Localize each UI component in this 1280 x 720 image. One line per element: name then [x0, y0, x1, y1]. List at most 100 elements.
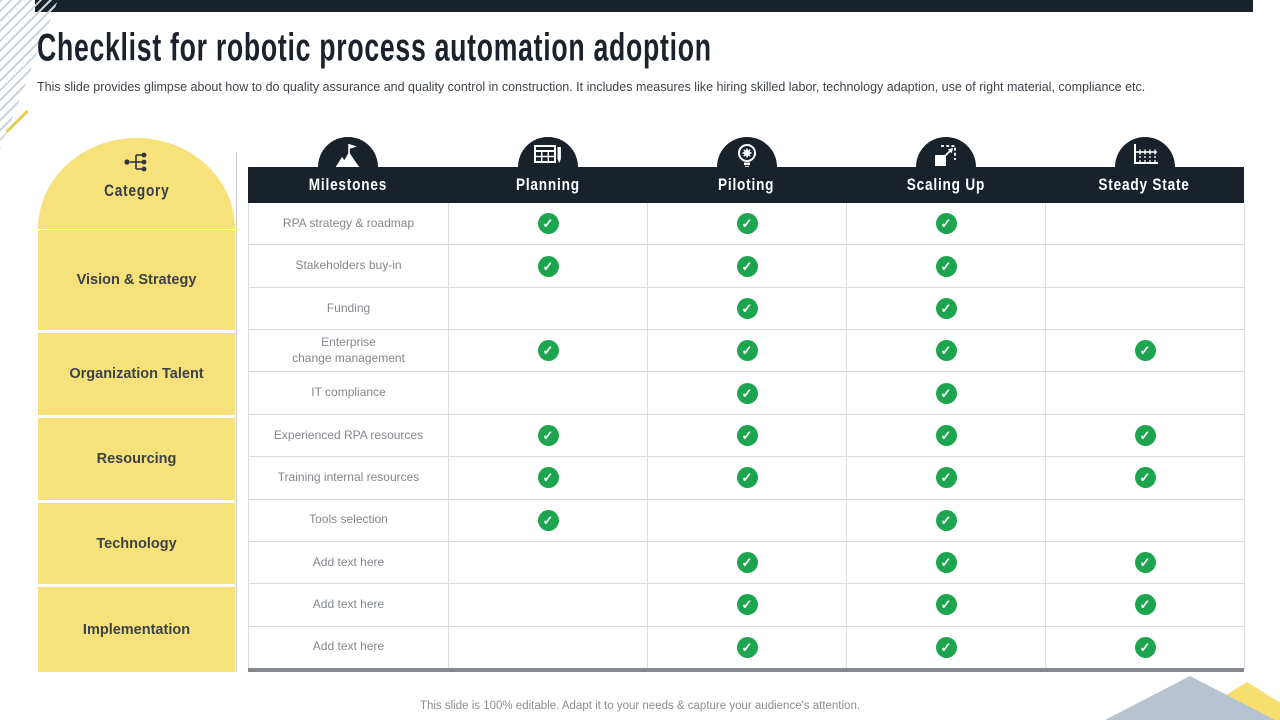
check-cell: [1046, 287, 1245, 330]
check-icon: ✓: [1134, 467, 1156, 489]
check-cell: [1046, 499, 1245, 541]
column-header-milestones: Milestones: [248, 167, 448, 203]
check-cell: ✓: [847, 584, 1046, 626]
check-cell: [449, 372, 648, 414]
table-row: Enterprise change management ✓ ✓ ✓ ✓: [249, 330, 1245, 373]
check-cell: ✓: [847, 541, 1046, 584]
check-cell: [648, 499, 847, 541]
check-cell: ✓: [847, 499, 1046, 541]
category-item-vision-strategy: Vision & Strategy: [38, 230, 235, 330]
milestone-label: Add text here: [312, 639, 385, 654]
page-title: Checklist for robotic process automation…: [37, 26, 974, 70]
check-cell: [449, 626, 648, 668]
footer-note: This slide is 100% editable. Adapt it to…: [419, 700, 861, 712]
check-icon: ✓: [935, 382, 957, 404]
check-cell: ✓: [847, 245, 1046, 287]
table-row: IT compliance ✓ ✓: [249, 372, 1245, 415]
check-cell: ✓: [648, 203, 847, 245]
flag-mountain-icon: [318, 142, 378, 175]
category-item-label: Organization Talent: [69, 366, 204, 382]
check-icon: ✓: [736, 467, 758, 489]
table-row: Experienced RPA resources ✓ ✓ ✓ ✓: [249, 414, 1245, 458]
check-icon: ✓: [537, 213, 559, 235]
check-cell: ✓: [449, 457, 648, 499]
check-icon: ✓: [736, 213, 758, 235]
check-icon: ✓: [736, 636, 758, 658]
check-cell: ✓: [847, 457, 1046, 499]
check-icon: ✓: [935, 340, 957, 362]
check-icon: ✓: [537, 424, 559, 446]
top-accent-bar: [35, 0, 1253, 12]
check-icon: ✓: [935, 255, 957, 277]
table-row: Add text here ✓ ✓ ✓: [249, 584, 1245, 627]
milestone-cell: RPA strategy & roadmap: [249, 203, 449, 245]
check-icon: ✓: [736, 255, 758, 277]
milestone-cell: IT compliance: [249, 372, 449, 414]
check-cell: ✓: [648, 372, 847, 414]
milestone-cell: Tools selection: [249, 499, 449, 541]
check-icon: ✓: [736, 594, 758, 616]
milestone-cell: Add text here: [249, 626, 449, 668]
column-header-piloting: Piloting: [647, 167, 846, 203]
column-header-scaling-up: Scaling Up: [846, 167, 1045, 203]
check-cell: ✓: [847, 414, 1046, 457]
check-icon: ✓: [736, 340, 758, 362]
check-cell: ✓: [847, 203, 1046, 245]
check-cell: ✓: [847, 330, 1046, 372]
panel-divider-line: [236, 152, 237, 672]
check-cell: [449, 584, 648, 626]
check-icon: ✓: [736, 297, 758, 319]
check-cell: ✓: [648, 457, 847, 499]
calendar-icon: [518, 142, 578, 173]
check-cell: [1046, 203, 1245, 245]
column-header-label: Scaling Up: [906, 175, 985, 194]
check-icon: ✓: [537, 255, 559, 277]
category-item-organization-talent: Organization Talent: [38, 333, 235, 415]
check-icon: ✓: [1134, 636, 1156, 658]
check-cell: ✓: [449, 203, 648, 245]
check-cell: ✓: [847, 372, 1046, 414]
column-header-label: Milestones: [308, 175, 388, 194]
check-icon: ✓: [935, 636, 957, 658]
check-icon: ✓: [935, 594, 957, 616]
milestone-cell: Stakeholders buy-in: [249, 245, 449, 287]
check-cell: ✓: [449, 414, 648, 457]
milestone-label: Stakeholders buy-in: [295, 258, 402, 273]
table-bottom-border: [248, 668, 1244, 672]
bulb-gear-icon: [717, 142, 777, 175]
check-icon: ✓: [935, 552, 957, 574]
category-header-label: Category: [103, 181, 170, 200]
check-cell: ✓: [847, 626, 1046, 668]
check-cell: [1046, 372, 1245, 414]
table-row: Funding ✓ ✓: [249, 287, 1245, 331]
milestone-label: IT compliance: [311, 385, 386, 400]
check-cell: ✓: [648, 414, 847, 457]
check-icon: ✓: [935, 424, 957, 446]
table-row: Tools selection ✓ ✓: [249, 499, 1245, 542]
scale-expand-icon: [916, 142, 976, 173]
category-item-label: Technology: [96, 535, 177, 552]
check-icon: ✓: [537, 509, 559, 531]
column-header-label: Planning: [515, 175, 580, 194]
check-cell: ✓: [1046, 414, 1245, 457]
check-cell: ✓: [1046, 330, 1245, 372]
milestone-cell: Funding: [249, 287, 449, 330]
check-cell: ✓: [847, 287, 1046, 330]
check-icon: ✓: [537, 340, 559, 362]
check-cell: ✓: [648, 584, 847, 626]
check-cell: ✓: [648, 330, 847, 372]
table-body: RPA strategy & roadmap ✓ ✓ ✓ Stakeholders bu…: [248, 203, 1245, 669]
column-header-planning: Planning: [448, 167, 647, 203]
table-row: Add text here ✓ ✓ ✓: [249, 541, 1245, 585]
milestone-cell: Add text here: [249, 584, 449, 626]
category-header: Category: [38, 138, 235, 229]
check-cell: [1046, 245, 1245, 287]
page-title-text: Checklist for robotic process automation…: [37, 26, 712, 70]
milestone-label: Experienced RPA resources: [273, 427, 424, 442]
check-cell: ✓: [648, 541, 847, 584]
category-item-technology: Technology: [38, 503, 235, 584]
check-icon: ✓: [935, 467, 957, 489]
milestone-cell: Training internal resources: [249, 457, 449, 499]
milestone-label: Enterprise change management: [292, 335, 405, 365]
